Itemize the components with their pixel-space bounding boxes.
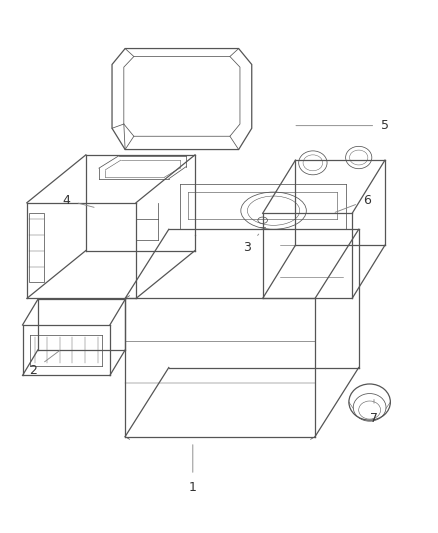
- Text: 2: 2: [29, 351, 60, 377]
- Text: 6: 6: [335, 193, 371, 212]
- Text: 5: 5: [296, 119, 389, 132]
- Text: 4: 4: [62, 193, 94, 207]
- Text: 1: 1: [189, 445, 197, 494]
- Text: 3: 3: [244, 234, 259, 254]
- Text: 7: 7: [370, 400, 378, 424]
